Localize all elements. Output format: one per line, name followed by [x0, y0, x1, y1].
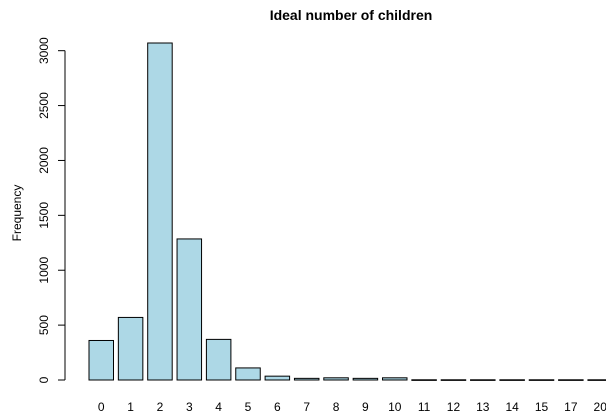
- bar-5: [235, 367, 261, 381]
- bar-8: [323, 377, 349, 381]
- x-tick-label: 5: [245, 400, 252, 414]
- y-tick-label: 1500: [37, 202, 51, 229]
- x-tick-label: 17: [564, 400, 578, 414]
- x-tick-label: 2: [157, 400, 164, 414]
- bars: [88, 42, 606, 381]
- x-tick-label: 3: [186, 400, 193, 414]
- x-tick-label: 8: [333, 400, 340, 414]
- bar-9: [352, 377, 379, 381]
- x-tick-label: 9: [362, 400, 369, 414]
- y-axis-label: Frequency: [10, 185, 24, 242]
- bar-2: [147, 42, 173, 381]
- x-tick-label: 7: [303, 400, 310, 414]
- y-tick-label: 2000: [37, 147, 51, 174]
- x-tick-label: 15: [535, 400, 549, 414]
- y-tick-label: 3000: [37, 37, 51, 64]
- x-tick-label: 14: [505, 400, 519, 414]
- bar-10: [382, 377, 408, 381]
- x-axis-tick-labels: 0 1 2 3 4 5 6 7 8 9 10 11 12 13 14 15 17 20: [98, 400, 606, 414]
- x-tick-label: 6: [274, 400, 281, 414]
- x-tick-label: 1: [127, 400, 134, 414]
- bar-4: [205, 338, 232, 381]
- x-tick-label: 12: [447, 400, 461, 414]
- bar-7: [293, 377, 320, 381]
- bar-6: [264, 375, 291, 381]
- bar-11: [411, 379, 437, 381]
- x-tick-label: 20: [594, 400, 606, 414]
- bar-13: [470, 379, 496, 381]
- bar-15: [528, 379, 555, 381]
- y-tick-label: 500: [37, 315, 51, 335]
- y-tick-label: 2500: [37, 92, 51, 119]
- chart-title: Ideal number of children: [270, 7, 433, 23]
- x-tick-label: 4: [215, 400, 222, 414]
- x-tick-label: 10: [388, 400, 402, 414]
- bar-1: [117, 316, 144, 381]
- bar-14: [499, 379, 525, 381]
- bar-3: [176, 238, 203, 381]
- y-tick-label: 1000: [37, 257, 51, 284]
- x-tick-label: 11: [418, 400, 431, 414]
- y-axis: 0 500 1000 1500 2000 2500 3000: [37, 37, 66, 383]
- y-tick-label: 0: [37, 376, 51, 383]
- x-tick-label: 13: [476, 400, 490, 414]
- bar-17: [558, 379, 584, 381]
- x-tick-label: 0: [98, 400, 105, 414]
- bar-12: [440, 379, 467, 381]
- bar-0: [88, 339, 114, 381]
- bar-20: [587, 379, 606, 381]
